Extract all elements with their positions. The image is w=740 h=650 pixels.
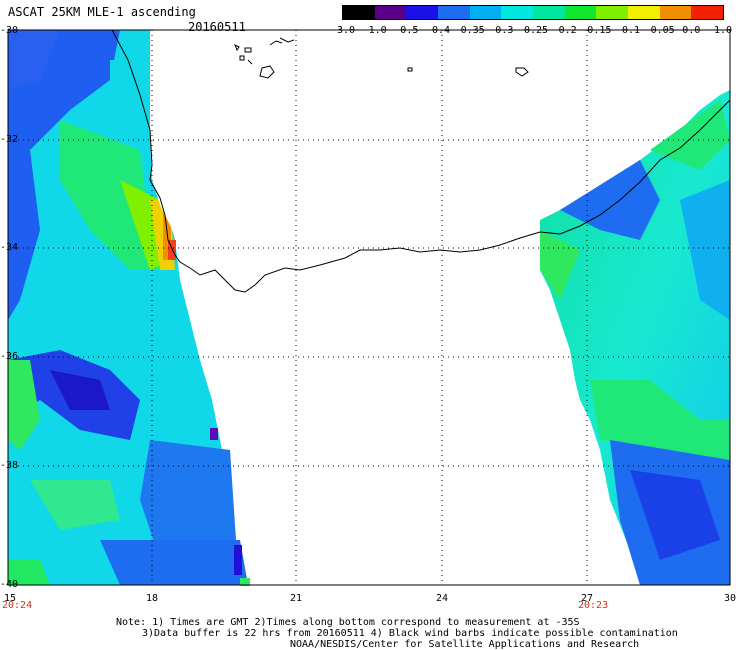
colorbar-tick-label: 0.0 bbox=[682, 25, 701, 36]
colorbar-segment bbox=[501, 6, 534, 19]
product-date: 20160511 bbox=[188, 20, 246, 34]
colorbar bbox=[342, 5, 724, 20]
islands bbox=[234, 37, 529, 79]
colorbar-segment bbox=[564, 6, 597, 19]
lat-label: -32 bbox=[0, 134, 19, 145]
lat-label: -34 bbox=[0, 242, 19, 253]
lon-label: 30 bbox=[723, 593, 737, 604]
lon-label: 27 bbox=[580, 593, 594, 604]
colorbar-segment bbox=[343, 6, 376, 19]
note-line-3: NOAA/NESDIS/Center for Satellite Applica… bbox=[290, 639, 640, 650]
lon-label: 18 bbox=[145, 593, 159, 604]
colorbar-tick-label: -0.25 bbox=[517, 25, 549, 36]
coastline bbox=[111, 29, 731, 293]
colorbar-tick-label: -0.5 bbox=[394, 25, 419, 36]
colorbar-segment bbox=[596, 6, 629, 19]
lat-label: -38 bbox=[0, 460, 19, 471]
colorbar-tick-label: -0.2 bbox=[552, 25, 577, 36]
lon-label: 24 bbox=[435, 593, 449, 604]
colorbar-segment bbox=[628, 6, 661, 19]
colorbar-segment bbox=[374, 6, 407, 19]
colorbar-tick-label: 1.0 bbox=[713, 25, 733, 36]
colorbar-tick-label: -0.1 bbox=[615, 25, 641, 36]
note-line-2: 3)Data buffer is 22 hrs from 20160511 4)… bbox=[142, 628, 678, 639]
lon-label: 21 bbox=[289, 593, 303, 604]
colorbar-tick-label: -0.15 bbox=[581, 25, 612, 36]
colorbar-segment bbox=[659, 6, 692, 19]
colorbar-segment bbox=[691, 6, 724, 19]
map-frame bbox=[7, 29, 731, 586]
colorbar-tick-label: -0.3 bbox=[489, 25, 514, 36]
product-title: ASCAT 25KM MLE-1 ascending bbox=[8, 5, 196, 19]
graticule bbox=[8, 30, 730, 585]
right-swath-time: 20:23 bbox=[578, 600, 609, 611]
right-swath bbox=[540, 90, 730, 585]
colorbar-tick-label: -3.0 bbox=[330, 25, 356, 36]
note-line-1: Note: 1) Times are GMT 2)Times along bot… bbox=[116, 617, 580, 628]
lat-label: -30 bbox=[0, 25, 19, 36]
colorbar-segment bbox=[469, 6, 502, 19]
colorbar-tick-label: -0.4 bbox=[425, 25, 451, 36]
colorbar-segment bbox=[406, 6, 439, 19]
lat-label: -36 bbox=[0, 351, 19, 362]
left-swath-time: 20:24 bbox=[2, 600, 33, 611]
colorbar-tick-label: -0.35 bbox=[454, 25, 485, 36]
colorbar-tick-label: -1.0 bbox=[362, 25, 387, 36]
land-mask bbox=[150, 30, 540, 290]
colorbar-segment bbox=[533, 6, 566, 19]
colorbar-tick-label: -0.05 bbox=[644, 25, 675, 36]
lon-label: 15 bbox=[3, 593, 17, 604]
lat-label: -40 bbox=[0, 579, 19, 590]
colorbar-segment bbox=[438, 6, 471, 19]
